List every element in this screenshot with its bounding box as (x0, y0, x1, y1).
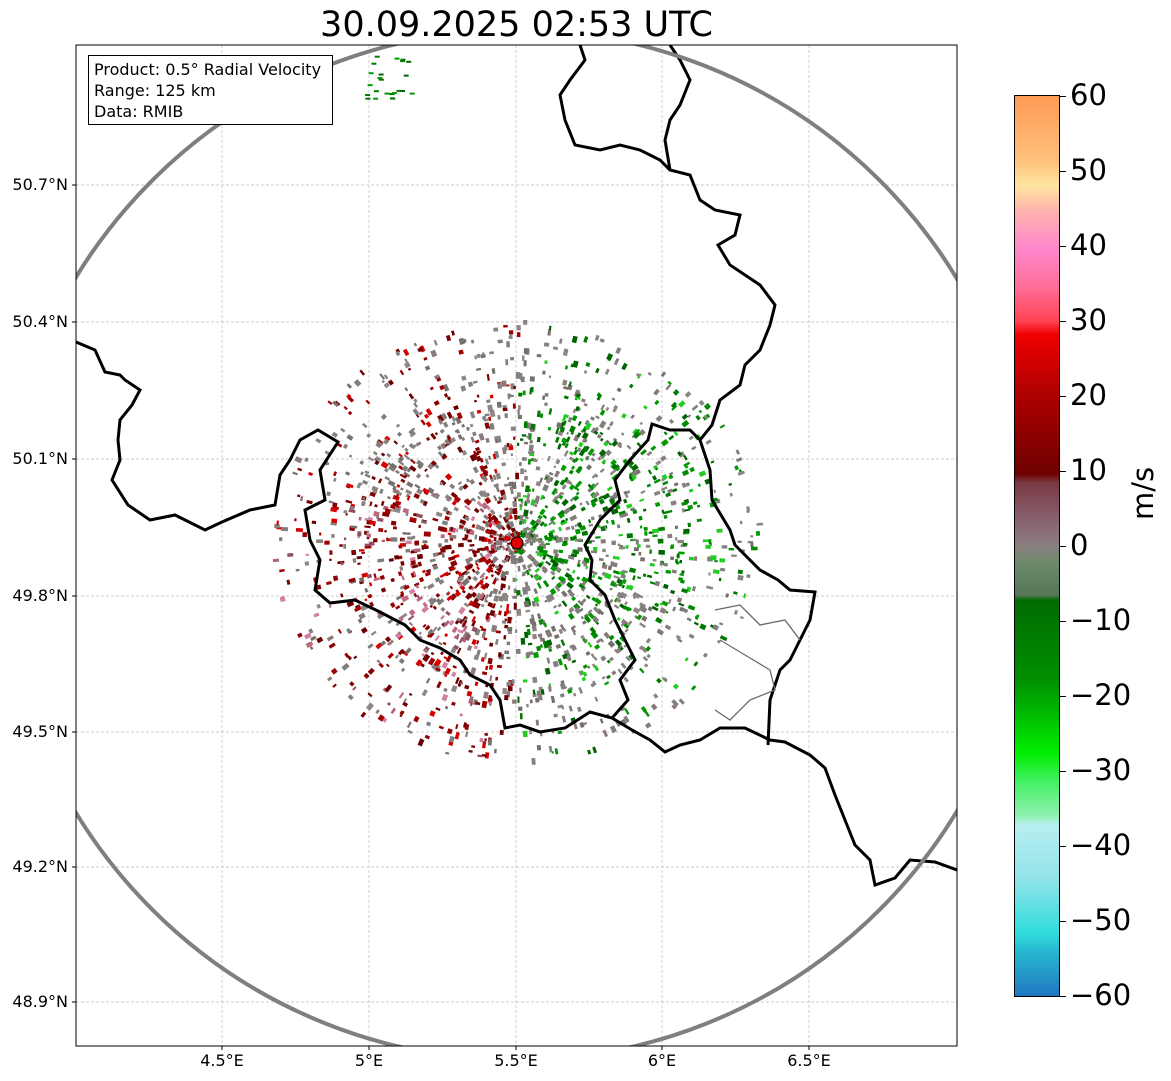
range-label: Range: 125 km (94, 81, 216, 100)
lon-tick-label: 4.5°E (200, 1051, 244, 1070)
colorbar-unit-label: m/s (1126, 466, 1160, 520)
colorbar-tick-label: 20 (1070, 378, 1107, 412)
lon-tick-label: 6.5°E (787, 1051, 831, 1070)
radar-echoes (272, 55, 764, 765)
colorbar-tick-label: −40 (1070, 828, 1132, 862)
x-axis-ticks (221, 1046, 810, 1050)
colorbar-tick-label: 50 (1070, 153, 1107, 187)
lat-tick-label: 50.7°N (12, 175, 68, 194)
colorbar-tick-label: −10 (1070, 603, 1132, 637)
lat-tick-label: 50.4°N (12, 312, 68, 331)
border-luxembourg-districts (714, 604, 801, 721)
product-label: Product: 0.5° Radial Velocity (94, 60, 322, 79)
colorbar-tick-label: 30 (1070, 303, 1107, 337)
y-axis-ticks (72, 184, 76, 1003)
colorbar-tick-label: 40 (1070, 228, 1107, 262)
lat-tick-label: 49.8°N (12, 586, 68, 605)
lat-tick-label: 49.2°N (12, 857, 68, 876)
product-info-box: Product: 0.5° Radial Velocity Range: 125… (88, 55, 333, 125)
velocity-colorbar (1014, 95, 1060, 997)
colorbar-tick-label: −50 (1070, 903, 1132, 937)
colorbar-tick-label: 60 (1070, 78, 1107, 112)
country-border-belgium-france (76, 340, 957, 887)
country-border-germany (558, 45, 777, 441)
lat-tick-label: 48.9°N (12, 992, 68, 1011)
radar-site-marker[interactable] (510, 536, 524, 550)
lon-tick-label: 6°E (647, 1051, 677, 1070)
data-source-label: Data: RMIB (94, 102, 184, 121)
colorbar-tick-label: −20 (1070, 678, 1132, 712)
colorbar-tick-label: 0 (1070, 528, 1089, 562)
colorbar-tick-label: 10 (1070, 453, 1107, 487)
colorbar-tick-label: −60 (1070, 978, 1132, 1012)
country-border-luxembourg (519, 422, 817, 746)
lat-tick-label: 50.1°N (12, 449, 68, 468)
lon-tick-label: 5°E (354, 1051, 384, 1070)
lat-tick-label: 49.5°N (12, 722, 68, 741)
map-title: 30.09.2025 02:53 UTC (320, 5, 713, 45)
lon-tick-label: 5.5°E (494, 1051, 538, 1070)
colorbar-tick-label: −30 (1070, 753, 1132, 787)
